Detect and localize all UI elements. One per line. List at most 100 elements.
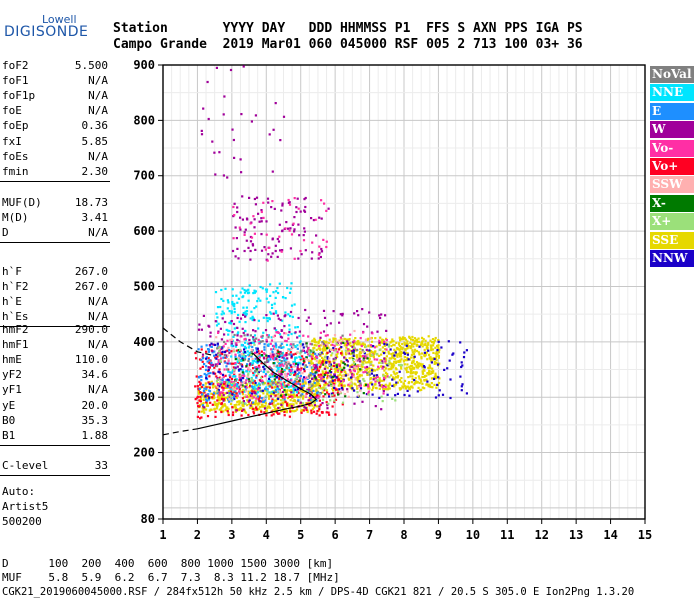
echo-point-vo- (324, 334, 327, 337)
echo-point-x- (375, 352, 378, 356)
echo-point-nnw (309, 380, 312, 383)
echo-point-sse (213, 401, 216, 404)
echo-point-ssw (229, 338, 232, 341)
echo-point-nnw (449, 396, 452, 400)
echo-point-sse (289, 399, 292, 402)
echo-point-w (275, 357, 278, 360)
echo-point-sse (422, 338, 425, 341)
echo-point-nne (299, 356, 302, 359)
echo-point-sse (415, 343, 418, 346)
echo-point-sse (340, 377, 343, 380)
echo-point-vo- (278, 235, 281, 238)
echo-point-sse (266, 407, 269, 410)
echo-point-nnw (294, 388, 297, 392)
echo-point-nnw (394, 394, 397, 397)
echo-point-nne (228, 329, 231, 333)
echo-point-noval (250, 351, 253, 354)
echo-point-x- (246, 374, 250, 377)
echo-point-w (221, 317, 224, 320)
echo-point-sse (315, 348, 318, 351)
echo-point-nne (248, 351, 251, 355)
echo-point-sse (331, 387, 334, 391)
echo-point-nne (298, 355, 301, 358)
echo-point-sse (220, 409, 223, 412)
echo-point-nne (243, 390, 246, 393)
echo-point-sse (392, 364, 395, 367)
echo-point-e (224, 361, 227, 364)
echo-point-nnw (218, 371, 221, 374)
echo-point-e (209, 371, 212, 375)
echo-point-sse (272, 409, 275, 412)
echo-point-vo- (300, 411, 303, 414)
echo-point-x- (323, 373, 326, 377)
echo-point-vo- (333, 344, 336, 347)
echo-point-sse (292, 403, 295, 406)
echo-point-sse (304, 381, 307, 384)
echo-point-vo- (207, 357, 210, 360)
echo-point-e (314, 352, 317, 355)
echo-point-w (206, 80, 209, 84)
echo-point-nne (226, 329, 230, 332)
echo-point-sse (401, 351, 404, 354)
echo-point-vo- (317, 373, 320, 376)
echo-point-sse (356, 368, 360, 371)
echo-point-w (281, 229, 284, 232)
param-value: N/A (88, 149, 108, 163)
echo-point-nne (214, 291, 218, 294)
echo-point-vo- (216, 355, 219, 358)
echo-point-e (201, 393, 204, 396)
echo-point-x- (319, 352, 322, 355)
echo-point-nnw (340, 386, 343, 390)
echo-point-nne (230, 344, 233, 347)
legend-item-sse: SSE (650, 231, 694, 249)
echo-point-sse (386, 373, 389, 376)
echo-point-sse (408, 336, 411, 340)
echo-point-e (299, 374, 302, 378)
echo-point-w (271, 237, 274, 240)
echo-point-sse (224, 386, 227, 389)
echo-point-sse (363, 343, 366, 346)
echo-point-x- (244, 402, 247, 405)
echo-point-sse (294, 409, 297, 412)
echo-point-w (318, 405, 321, 408)
echo-point-w (212, 363, 215, 366)
echo-point-sse (321, 347, 324, 351)
echo-point-vo- (271, 386, 274, 389)
echo-point-vo- (367, 385, 370, 388)
echo-point-w (277, 406, 280, 410)
param-value: 267.0 (74, 265, 108, 278)
echo-point-e (300, 385, 303, 388)
echo-point-nne (233, 307, 236, 311)
echo-point-vo- (194, 398, 197, 401)
echo-point-nnw (244, 385, 247, 388)
echo-point-nne (257, 382, 261, 385)
echo-point-nnw (208, 382, 211, 386)
echo-point-ssw (323, 363, 327, 366)
echo-point-sse (412, 359, 415, 362)
echo-point-sse (411, 372, 414, 375)
echo-point-vo- (345, 344, 349, 347)
echo-point-nnw (216, 342, 219, 345)
logo-lowell: Lowell (42, 13, 77, 26)
echo-point-vo- (268, 246, 271, 249)
echo-point-x- (327, 402, 330, 405)
echo-point-w (310, 257, 313, 260)
echo-point-nne (241, 296, 244, 299)
echo-point-sse (336, 352, 339, 355)
echo-point-sse (368, 357, 371, 360)
echo-point-nne (265, 317, 268, 320)
echo-point-x- (366, 357, 369, 360)
echo-point-w (362, 323, 366, 326)
echo-point-sse (417, 375, 420, 378)
echo-point-sse (323, 359, 327, 362)
echo-point-sse (288, 408, 292, 411)
echo-point-sse (294, 400, 297, 403)
echo-point-sse (337, 374, 340, 377)
echo-point-vo- (252, 371, 255, 375)
echo-point-nnw (330, 392, 333, 395)
echo-point-nnw (251, 392, 254, 395)
echo-point-sse (411, 349, 414, 352)
echo-point-sse (379, 336, 382, 339)
echo-point-sse (263, 382, 266, 385)
echo-point-x- (342, 341, 345, 344)
